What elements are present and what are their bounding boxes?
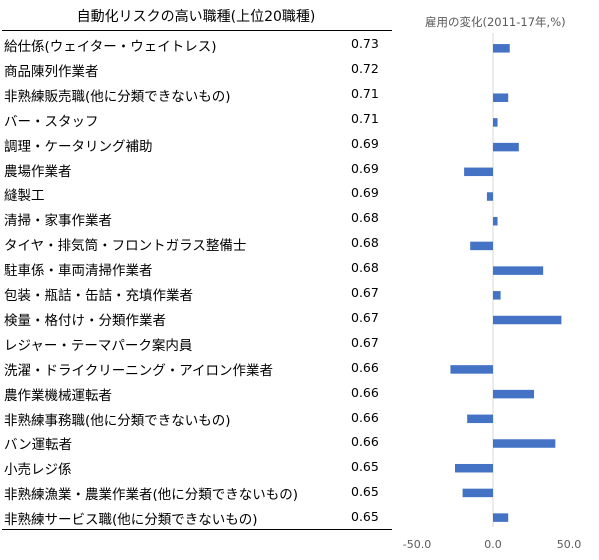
table-row: タイヤ・排気筒・フロントガラス整備士 0.68 bbox=[2, 231, 392, 256]
automation-risk-value: 0.65 bbox=[351, 459, 379, 475]
occupation-name: 清掃・家事作業者 bbox=[4, 213, 112, 230]
table-row: 検量・格付け・分類作業者 0.67 bbox=[2, 306, 392, 331]
automation-risk-value: 0.65 bbox=[351, 484, 379, 500]
employment-change-bar bbox=[493, 266, 544, 275]
table-row: 農場作業者 0.69 bbox=[2, 157, 392, 182]
automation-risk-value: 0.66 bbox=[351, 359, 379, 375]
automation-risk-value: 0.66 bbox=[351, 434, 379, 450]
employment-change-bar bbox=[493, 291, 501, 300]
occupation-name: 駐車係・車両清掃作業者 bbox=[4, 263, 153, 280]
table-row: 非熟練漁業・農業作業者(他に分類できないもの) 0.65 bbox=[2, 480, 392, 505]
occupation-name: 縫製工 bbox=[4, 188, 45, 205]
table-row: 給仕係(ウェイター・ウェイトレス) 0.73 bbox=[2, 32, 392, 57]
occupation-name: 商品陳列作業者 bbox=[4, 63, 99, 80]
employment-change-bar bbox=[493, 118, 498, 127]
automation-risk-value: 0.67 bbox=[351, 334, 379, 350]
occupation-name: 検量・格付け・分類作業者 bbox=[4, 312, 166, 329]
table-row: 小売レジ係 0.65 bbox=[2, 455, 392, 480]
employment-change-chart: -50.0 0.0 50.0 bbox=[403, 33, 582, 551]
occupation-name: 農場作業者 bbox=[4, 163, 72, 180]
employment-change-bar bbox=[450, 365, 493, 374]
employment-change-bar bbox=[467, 414, 493, 424]
automation-risk-value: 0.72 bbox=[351, 60, 379, 76]
employment-change-bar bbox=[493, 389, 535, 399]
occupation-name: レジャー・テーマパーク案内員 bbox=[4, 337, 193, 354]
occupation-name: 農作業機械運転者 bbox=[4, 387, 112, 404]
automation-risk-value: 0.65 bbox=[351, 509, 379, 525]
x-tick-label: 50.0 bbox=[557, 538, 582, 551]
occupation-name: バー・スタッフ bbox=[4, 113, 99, 130]
occupation-name: 包装・瓶詰・缶詰・充填作業者 bbox=[4, 288, 193, 304]
automation-risk-value: 0.68 bbox=[351, 260, 379, 276]
employment-change-bar bbox=[486, 192, 493, 201]
employment-change-bar bbox=[493, 315, 562, 325]
table-row: 包装・瓶詰・缶詰・充填作業者 0.67 bbox=[2, 281, 392, 306]
employment-change-bar bbox=[493, 216, 498, 226]
occupation-name: 給仕係(ウェイター・ウェイトレス) bbox=[4, 39, 217, 55]
x-tick-label: 0.0 bbox=[484, 538, 502, 551]
occupation-name: 非熟練販売職(他に分類できないもの) bbox=[4, 88, 231, 105]
automation-risk-value: 0.71 bbox=[351, 85, 379, 101]
automation-risk-value: 0.68 bbox=[351, 235, 379, 251]
employment-change-bar bbox=[493, 513, 509, 522]
table-top-rule bbox=[2, 30, 392, 31]
employment-change-bar bbox=[455, 463, 493, 473]
automation-risk-value: 0.71 bbox=[351, 110, 379, 126]
occupation-name: 非熟練事務職(他に分類できないもの) bbox=[4, 412, 231, 429]
automation-risk-value: 0.66 bbox=[351, 409, 379, 425]
table-bottom-rule bbox=[2, 529, 392, 530]
table-row: 調理・ケータリング補助 0.69 bbox=[2, 132, 392, 157]
table-row: 非熟練事務職(他に分類できないもの) 0.66 bbox=[2, 406, 392, 431]
occupation-name: バン運転者 bbox=[4, 437, 73, 454]
table-row: バン運転者 0.66 bbox=[2, 430, 392, 455]
table-row: 非熟練サービス職(他に分類できないもの) 0.65 bbox=[2, 505, 392, 530]
occupation-name: 非熟練漁業・農業作業者(他に分類できないもの) bbox=[4, 487, 299, 504]
employment-change-bar bbox=[464, 167, 493, 177]
occupation-name: 洗濯・ドライクリーニング・アイロン作業者 bbox=[4, 362, 274, 379]
occupation-name: 非熟練サービス職(他に分類できないもの) bbox=[4, 512, 258, 529]
table-row: 非熟練販売職(他に分類できないもの) 0.71 bbox=[2, 82, 392, 107]
occupation-name: 小売レジ係 bbox=[4, 462, 72, 479]
occupation-name: 調理・ケータリング補助 bbox=[4, 138, 153, 155]
automation-risk-value: 0.69 bbox=[351, 185, 379, 201]
employment-change-bar bbox=[493, 439, 556, 448]
automation-risk-value: 0.67 bbox=[351, 309, 379, 325]
employment-change-bar bbox=[493, 44, 510, 53]
table-row: 駐車係・車両清掃作業者 0.68 bbox=[2, 256, 392, 281]
table-row: 縫製工 0.69 bbox=[2, 181, 392, 206]
automation-risk-value: 0.69 bbox=[351, 135, 379, 151]
x-tick-label: -50.0 bbox=[403, 538, 431, 551]
table-row: 商品陳列作業者 0.72 bbox=[2, 57, 392, 82]
automation-risk-value: 0.68 bbox=[351, 210, 379, 226]
table-row: 洗濯・ドライクリーニング・アイロン作業者 0.66 bbox=[2, 356, 392, 381]
table-row: 清掃・家事作業者 0.68 bbox=[2, 206, 392, 231]
automation-risk-value: 0.73 bbox=[351, 36, 379, 51]
table-row: レジャー・テーマパーク案内員 0.67 bbox=[2, 331, 392, 356]
employment-change-bar bbox=[470, 241, 493, 251]
employment-change-bar bbox=[462, 488, 493, 498]
employment-change-bar bbox=[493, 142, 519, 152]
automation-risk-value: 0.69 bbox=[351, 160, 379, 176]
automation-risk-value: 0.67 bbox=[351, 285, 379, 300]
table-title: 自動化リスクの高い職種(上位20職種) bbox=[76, 9, 316, 25]
employment-change-bar bbox=[493, 93, 509, 102]
table-row: バー・スタッフ 0.71 bbox=[2, 107, 392, 132]
chart-title: 雇用の変化(2011-17年,%) bbox=[425, 15, 566, 29]
table-row: 農作業機械運転者 0.66 bbox=[2, 381, 392, 406]
occupation-name: タイヤ・排気筒・フロントガラス整備士 bbox=[4, 238, 247, 255]
automation-risk-value: 0.66 bbox=[351, 384, 379, 400]
